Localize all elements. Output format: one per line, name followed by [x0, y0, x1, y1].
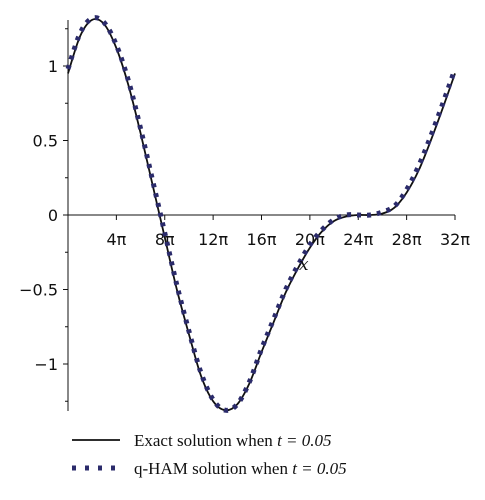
y-ticks: 1 0.5 0 −0.5 −1 [19, 28, 68, 402]
y-tick-label: 1 [48, 57, 58, 76]
y-tick-label: 0.5 [33, 132, 58, 151]
legend-label-exact: Exact solution when t = 0.05 [134, 431, 332, 450]
x-axis-title: x [299, 255, 309, 275]
y-tick-label: −1 [34, 355, 58, 374]
x-tick-label: 28π [392, 230, 422, 249]
legend-label-param: t = 0.05 [292, 459, 346, 478]
legend: Exact solution when t = 0.05q-HAM soluti… [72, 431, 347, 478]
legend-label-text: q-HAM solution when [134, 459, 292, 478]
legend-label-qham: q-HAM solution when t = 0.05 [134, 459, 347, 478]
x-tick-label: 24π [343, 230, 373, 249]
y-tick-label: 0 [48, 206, 58, 225]
y-tick-label: −0.5 [19, 281, 58, 300]
legend-label-text: Exact solution when [134, 431, 277, 450]
legend-label-param: t = 0.05 [277, 431, 331, 450]
x-tick-label: 4π [106, 230, 126, 249]
x-tick-label: 32π [440, 230, 470, 249]
x-tick-label: 16π [247, 230, 277, 249]
series-layer [65, 15, 458, 413]
x-tick-label: 12π [198, 230, 228, 249]
x-ticks: 4π 8π 12π 16π 20π 24π 28π 32π [106, 215, 470, 249]
